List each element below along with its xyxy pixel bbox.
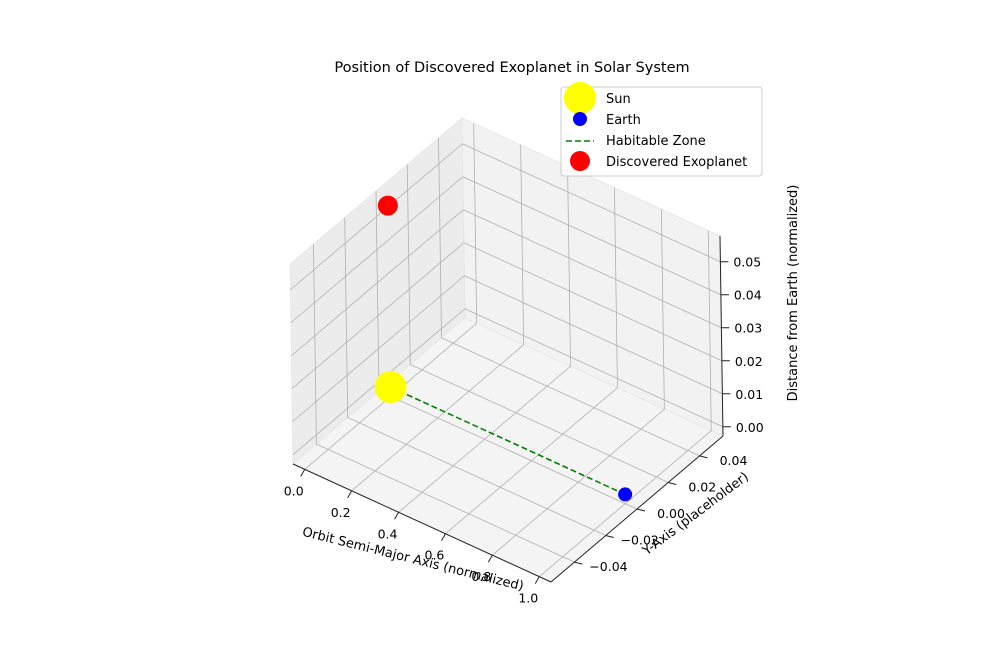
- y-tick-label: 0.02: [688, 479, 716, 494]
- y-tick: [668, 481, 677, 485]
- grid-line-y: [438, 137, 442, 338]
- grid-line-z: [291, 242, 465, 390]
- legend-box: [560, 86, 763, 177]
- grid-line-z: [462, 176, 722, 296]
- sun-point: [374, 371, 407, 404]
- x-tick: [441, 533, 446, 541]
- y-tick-label: −0.04: [589, 559, 627, 574]
- grid-line-y: [375, 190, 380, 392]
- y-tick: [605, 535, 614, 539]
- grid-line-x: [520, 144, 525, 345]
- y-tick-label: 0.04: [720, 453, 748, 468]
- y-tick-label: −0.02: [621, 533, 659, 548]
- discovered-exoplanet-point: [377, 195, 398, 216]
- y-tick: [699, 455, 708, 459]
- grid-line-z: [464, 308, 724, 428]
- grid-line-x: [614, 187, 618, 388]
- grid-line-z: [291, 209, 464, 357]
- grid-line-x: [660, 209, 665, 410]
- y-tick-label: 0.00: [657, 506, 685, 521]
- grid-group: [290, 123, 724, 577]
- legend-label-earth: Earth: [606, 113, 641, 128]
- axes-group: 0.00.20.40.60.81.0−0.04−0.020.000.020.04…: [284, 235, 764, 606]
- habitable-zone-line: [390, 386, 626, 496]
- chart-title: Position of Discovered Exoplanet in Sola…: [334, 60, 689, 76]
- legend-marker-discovered-exoplanet: [570, 151, 590, 171]
- z-axis-label: Distance from Earth (normalized): [786, 185, 801, 402]
- x-tick-label: 0.8: [471, 569, 491, 584]
- grid-line-y: [378, 390, 638, 510]
- grid-line-y: [313, 244, 317, 445]
- z-tick-label: 0.04: [734, 288, 762, 303]
- z-tick-label: 0.01: [735, 387, 763, 402]
- legend: Sun Earth Habitable Zone Discovered Exoplan…: [560, 82, 763, 177]
- grid-line-z: [292, 275, 465, 423]
- legend-label-habitable-zone: Habitable Zone: [606, 134, 706, 149]
- grid-line-y: [344, 217, 349, 418]
- x-tick: [300, 469, 306, 477]
- legend-label-discovered-exoplanet: Discovered Exoplanet: [606, 155, 747, 170]
- grid-line-y: [441, 337, 700, 457]
- z-tick-label: 0.03: [734, 321, 762, 336]
- grid-line-y: [347, 417, 606, 536]
- x-tick-label: 0.2: [331, 505, 351, 520]
- y-tick: [636, 508, 646, 512]
- earth-point: [618, 487, 633, 502]
- grid-line-y: [406, 164, 411, 365]
- z-tick-label: 0.00: [736, 420, 764, 435]
- grid-line-z: [463, 242, 723, 362]
- x-tick-label: 0.4: [378, 526, 398, 541]
- z-tick-label: 0.05: [733, 255, 761, 270]
- z-tick-label: 0.02: [735, 354, 763, 369]
- grid-line-y: [410, 364, 669, 483]
- x-tick-label: 0.6: [425, 548, 445, 563]
- x-tick: [394, 512, 399, 520]
- grid-line-x: [567, 166, 571, 367]
- grid-line-x: [473, 123, 478, 324]
- x-tick: [347, 490, 353, 499]
- legend-marker-sun: [564, 82, 596, 114]
- grid-line-y: [316, 443, 575, 563]
- x-axis-line: [292, 463, 552, 583]
- x-tick-label: 1.0: [518, 591, 538, 606]
- marks-group: [374, 195, 633, 502]
- x-tick-label: 0.0: [284, 483, 304, 498]
- z-axis-line: [719, 235, 724, 437]
- grid-line-z: [462, 143, 721, 263]
- grid-line-x: [707, 230, 712, 431]
- y-tick: [574, 561, 583, 565]
- grid-line-z: [464, 275, 723, 395]
- legend-label-sun: Sun: [606, 92, 631, 107]
- grid-line-z: [290, 176, 464, 324]
- legend-marker-earth: [573, 112, 587, 126]
- x-tick: [534, 576, 540, 584]
- grid-line-z: [290, 143, 463, 291]
- grid-line-z: [463, 209, 722, 329]
- x-tick: [487, 554, 493, 563]
